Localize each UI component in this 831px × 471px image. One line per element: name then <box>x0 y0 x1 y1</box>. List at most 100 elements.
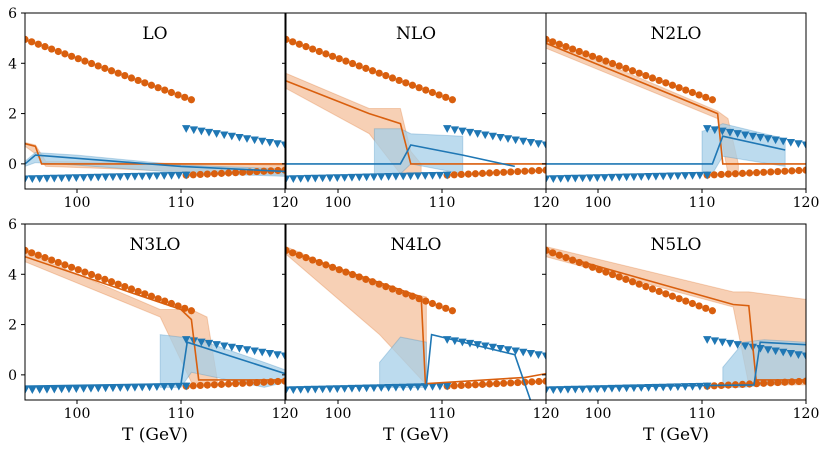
x-tick-label: 110 <box>429 195 456 211</box>
ref-triangle <box>703 125 712 133</box>
ref-triangle <box>197 127 206 136</box>
ref-circle <box>54 258 62 267</box>
ref-circle <box>478 169 487 177</box>
ref-triangle <box>79 174 88 182</box>
ref-triangle <box>571 174 580 183</box>
ref-circle <box>642 72 650 80</box>
ref-triangle <box>220 342 229 351</box>
ref-circle <box>107 278 116 286</box>
ref-triangle <box>763 135 773 143</box>
ref-triangle <box>265 349 274 358</box>
x-tick-label: 120 <box>272 195 299 211</box>
ref-triangle <box>718 127 727 136</box>
ref-triangle <box>771 347 780 356</box>
ref-triangle <box>86 384 96 393</box>
ref-circle <box>355 62 363 70</box>
ref-circle <box>695 302 703 310</box>
ref-circle <box>141 79 149 87</box>
panel-n5lo: 100 110 120 N5LO T (GeV) <box>542 223 820 445</box>
ref-circle <box>662 79 670 87</box>
ref-triangle <box>303 174 313 183</box>
ref-triangle <box>756 344 765 353</box>
ref-circle <box>181 93 189 101</box>
ref-triangle <box>227 343 236 352</box>
ref-circle <box>415 84 423 92</box>
ref-circle <box>187 307 195 315</box>
ref-circle <box>48 256 56 264</box>
panel-lo: 100 110 120 0 2 4 6 LO <box>8 6 298 211</box>
ref-triangle <box>549 386 558 394</box>
ref-circle <box>555 40 563 48</box>
ref-circle <box>767 168 775 176</box>
ref-triangle <box>167 383 176 391</box>
ref-triangle <box>443 125 452 133</box>
ref-circle <box>101 275 109 283</box>
ref-triangle <box>421 172 430 180</box>
ref-circle <box>121 72 129 80</box>
ref-triangle <box>733 341 742 349</box>
ref-triangle <box>673 172 683 181</box>
plot-area <box>286 246 546 400</box>
ref-triangle <box>526 349 535 358</box>
blue-line <box>25 154 285 173</box>
x-tick-label: 110 <box>689 406 716 422</box>
ref-triangle <box>250 347 259 356</box>
ref-circle <box>457 381 465 390</box>
ref-triangle <box>182 125 191 133</box>
ref-triangle <box>519 137 528 146</box>
ref-circle <box>127 74 136 82</box>
ref-triangle <box>534 351 543 359</box>
ref-triangle <box>108 384 118 393</box>
ref-triangle <box>377 173 386 181</box>
ref-circle <box>602 57 610 65</box>
ref-circle <box>655 76 663 85</box>
ref-circle <box>608 59 617 68</box>
ref-circle <box>507 168 515 176</box>
ref-circle <box>668 81 677 89</box>
ref-circle <box>196 170 204 179</box>
ref-circle <box>342 57 350 65</box>
ref-triangle <box>265 138 274 147</box>
ref-triangle <box>794 140 803 148</box>
ref-circle <box>81 57 89 65</box>
ref-circle <box>435 302 443 310</box>
ref-triangle <box>695 382 705 391</box>
ref-circle <box>528 167 536 175</box>
ref-triangle <box>318 174 327 183</box>
x-tick-label: 120 <box>793 406 820 422</box>
ref-circle <box>161 86 169 94</box>
ref-circle <box>101 64 109 72</box>
ref-triangle <box>519 348 528 357</box>
ref-triangle <box>212 341 221 349</box>
ref-circle <box>795 166 803 175</box>
ref-triangle <box>35 386 44 394</box>
ref-circle <box>675 84 683 92</box>
ref-circle <box>286 35 290 43</box>
ref-circle <box>74 266 82 274</box>
y-tick-label: 0 <box>8 368 17 384</box>
ref-triangle <box>391 172 401 181</box>
ref-circle <box>34 251 42 259</box>
ref-triangle <box>541 141 546 150</box>
panel-n2lo: 100 110 120 N2LO <box>542 12 819 211</box>
ref-triangle <box>600 174 609 182</box>
x-axis-label: T (GeV) <box>122 425 188 445</box>
ref-triangle <box>488 343 497 352</box>
ref-circle <box>368 67 377 75</box>
ref-circle <box>478 380 487 388</box>
x-tick-label: 110 <box>689 195 716 211</box>
ref-triangle <box>57 174 66 183</box>
ref-triangle <box>130 383 140 392</box>
orange-line <box>286 249 546 385</box>
ref-triangle <box>42 174 52 183</box>
ref-circle <box>189 171 197 179</box>
ref-circle <box>695 91 703 99</box>
ref-circle <box>717 170 725 179</box>
x-tick-label: 100 <box>585 406 612 422</box>
ref-triangle <box>145 172 154 181</box>
ref-triangle <box>296 386 305 394</box>
ref-triangle <box>659 172 668 181</box>
ref-triangle <box>86 173 96 182</box>
ref-triangle <box>303 385 313 394</box>
y-tick-label: 4 <box>8 56 17 72</box>
